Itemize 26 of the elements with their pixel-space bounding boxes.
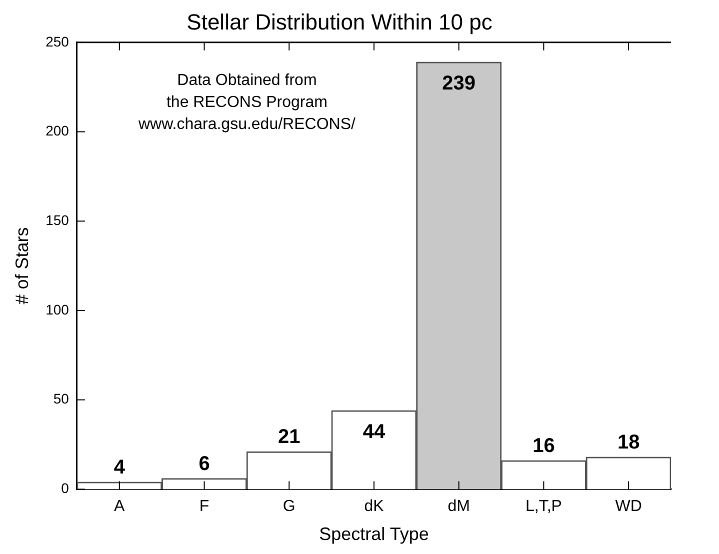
x-tick-label: dK [364, 498, 384, 516]
y-tick-label: 200 [46, 122, 70, 139]
annotation: the RECONS Program [166, 94, 328, 111]
annotation: www.chara.gsu.edu/RECONS/ [137, 116, 356, 133]
y-tick-label: 250 [46, 33, 70, 50]
data-label: 18 [617, 432, 640, 454]
x-tick-label: G [282, 498, 296, 516]
x-axis-title: Spectral Type [319, 524, 429, 544]
y-tick-label: 150 [46, 212, 70, 228]
data-label: 21 [278, 426, 300, 448]
data-label: 6 [198, 452, 210, 475]
y-axis-title: # of Stars [12, 227, 32, 304]
x-tick-label: A [114, 498, 126, 516]
y-tick-label: 100 [46, 301, 70, 318]
data-label: 44 [362, 421, 386, 444]
data-label: 16 [532, 435, 555, 458]
x-tick-label: L,T,P [525, 498, 562, 516]
y-tick-label: 50 [53, 390, 70, 407]
x-tick-label: dM [448, 498, 470, 516]
data-label: 239 [442, 72, 476, 95]
y-tick-label: 0 [61, 480, 70, 496]
chart-title: Stellar Distribution Within 10 pc [186, 9, 492, 34]
annotation: Data Obtained from [177, 72, 317, 89]
x-tick-label: WD [615, 498, 642, 516]
x-tick-label: F [199, 498, 210, 516]
data-label: 4 [114, 456, 126, 479]
